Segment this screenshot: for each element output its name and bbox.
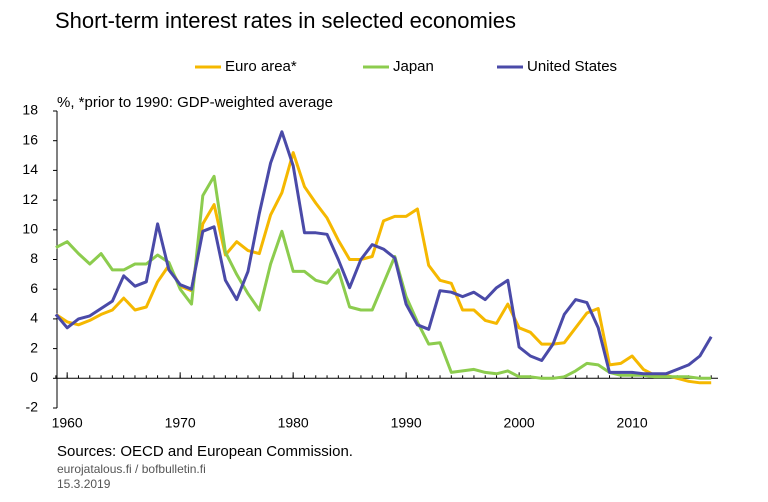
legend-label: United States xyxy=(527,58,617,75)
x-tick-label: 1980 xyxy=(278,415,309,431)
x-tick-label: 1960 xyxy=(52,415,83,431)
y-tick-label: 2 xyxy=(30,339,38,355)
subtitle: %, *prior to 1990: GDP-weighted average xyxy=(57,94,333,111)
series-line xyxy=(55,174,712,380)
y-tick-label: 10 xyxy=(22,221,38,237)
x-tick-label: 2000 xyxy=(504,415,535,431)
legend-label: Euro area* xyxy=(225,58,297,75)
x-tick-label: 2010 xyxy=(617,415,648,431)
y-tick-label: 14 xyxy=(22,161,38,177)
x-tick-label: 1970 xyxy=(165,415,196,431)
legend-label: Japan xyxy=(393,58,434,75)
note: 15.3.2019 xyxy=(57,477,111,491)
x-tick-label: 1990 xyxy=(391,415,422,431)
chart-title: Short-term interest rates in selected ec… xyxy=(55,8,516,33)
y-tick-label: 0 xyxy=(30,369,38,385)
y-tick-label: 16 xyxy=(22,131,38,147)
series-line xyxy=(54,130,713,376)
source: Sources: OECD and European Commission. xyxy=(57,443,353,460)
y-tick-label: 4 xyxy=(30,310,38,326)
y-tick-label: 12 xyxy=(22,191,38,207)
y-tick-label: -2 xyxy=(26,399,39,415)
note: eurojatalous.fi / bofbulletin.fi xyxy=(57,462,206,476)
y-tick-label: 8 xyxy=(30,250,38,266)
y-tick-label: 18 xyxy=(22,102,38,118)
y-tick-label: 6 xyxy=(30,280,38,296)
series-line xyxy=(55,151,712,385)
